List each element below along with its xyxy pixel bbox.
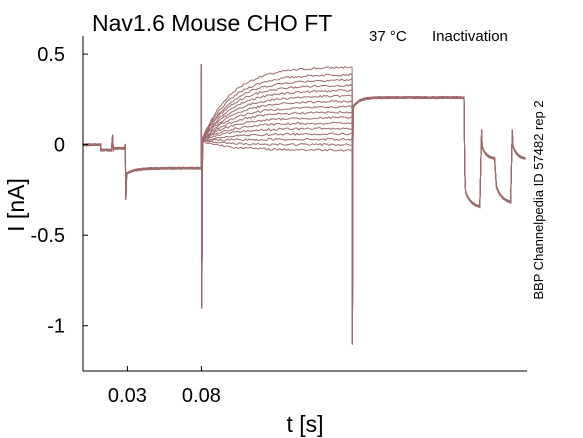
chart-title: Nav1.6 Mouse CHO FT bbox=[92, 10, 332, 36]
y-tick-label: 0 bbox=[54, 135, 65, 157]
y-tick-label: -0.5 bbox=[31, 225, 65, 247]
chart-title-subscript: 37 °C bbox=[369, 28, 407, 45]
current-trace bbox=[82, 64, 526, 345]
side-note: BBP Channelpedia ID 57482 rep 2 bbox=[531, 100, 546, 299]
current-trace bbox=[82, 63, 526, 344]
chart-title-suffix: Inactivation bbox=[432, 28, 508, 45]
x-tick-label: 0.08 bbox=[182, 385, 221, 407]
current-trace bbox=[82, 64, 526, 344]
current-trace bbox=[82, 65, 526, 345]
x-tick-label: 0.03 bbox=[108, 385, 147, 407]
traces-group bbox=[82, 63, 526, 345]
current-trace bbox=[82, 64, 526, 344]
x-axis-label: t [s] bbox=[286, 411, 323, 437]
y-axis-label: I [nA] bbox=[3, 178, 29, 232]
current-trace bbox=[82, 64, 526, 344]
current-trace bbox=[82, 64, 526, 345]
current-trace bbox=[82, 64, 526, 345]
x-ticks: 0.03 0.08 bbox=[108, 366, 221, 407]
current-trace bbox=[82, 63, 526, 344]
y-tick-label: -1 bbox=[47, 316, 65, 338]
y-tick-label: 0.5 bbox=[37, 44, 65, 66]
current-trace bbox=[82, 64, 526, 344]
y-ticks: 0.5 0 -0.5 -1 bbox=[31, 44, 88, 338]
